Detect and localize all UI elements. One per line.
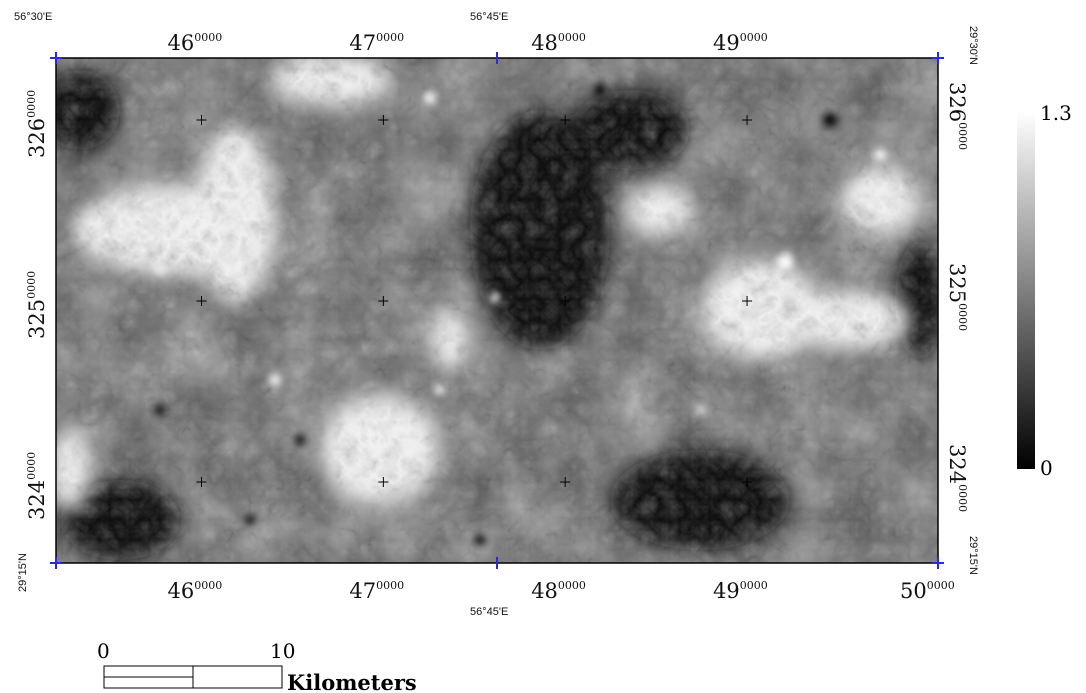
legend-color-ramp — [1017, 112, 1035, 469]
x-tick-bottom-1: 470000 — [349, 579, 404, 603]
x-tick-top-1: 470000 — [349, 31, 404, 55]
y-tick-right-1-main: 3250000 — [945, 263, 969, 331]
y-tick-right-2-main: 3240000 — [945, 444, 969, 512]
geo-label-top-left: 56°30'E — [14, 11, 52, 23]
y-tick-left-1: 3250000 — [25, 271, 49, 339]
raster-map — [56, 58, 938, 563]
x-tick-top-3: 490000 — [713, 31, 768, 55]
y-tick-left-1-main: 3250000 — [25, 271, 49, 339]
legend-max-label: 1.3 — [1040, 101, 1072, 125]
legend-min-label: 0 — [1040, 456, 1053, 480]
neatline-ticks — [50, 52, 944, 569]
x-tick-bottom-2-main: 480000 — [531, 579, 586, 603]
x-tick-top-0: 460000 — [167, 31, 222, 55]
x-ticks-bottom: 460000 470000 480000 490000 500000 — [167, 579, 954, 603]
y-tick-left-0: 3260000 — [25, 90, 49, 158]
scale-bar: 0 10 Kilometers — [97, 639, 417, 693]
x-tick-top-3-main: 490000 — [713, 31, 768, 55]
geo-label-top-mid: 56°45'E — [470, 11, 508, 23]
x-tick-bottom-1-main: 470000 — [349, 579, 404, 603]
y-tick-right-1: 3250000 — [945, 263, 969, 331]
y-tick-left-2: 3240000 — [25, 452, 49, 520]
y-tick-left-0-main: 3260000 — [25, 90, 49, 158]
geo-label-bottom-left: 29°15'N — [17, 553, 29, 592]
y-ticks-left: 3260000 3250000 3240000 — [25, 90, 49, 520]
geo-label-bottom-right: 29°15'N — [967, 536, 979, 575]
scale-start-label: 0 — [97, 639, 110, 663]
x-tick-bottom-last: 500000 — [900, 579, 955, 603]
x-tick-bottom-last-main: 500000 — [900, 579, 955, 603]
x-tick-bottom-0: 460000 — [167, 579, 222, 603]
geo-label-top-right: 29°30'N — [967, 26, 979, 65]
x-tick-top-1-main: 470000 — [349, 31, 404, 55]
x-ticks-top: 460000 470000 480000 490000 — [167, 31, 767, 55]
x-tick-bottom-3-main: 490000 — [713, 579, 768, 603]
y-tick-right-0: 3260000 — [945, 82, 969, 150]
x-tick-bottom-0-main: 460000 — [167, 579, 222, 603]
y-tick-left-2-main: 3240000 — [25, 452, 49, 520]
geo-label-bottom-mid: 56°45'E — [470, 606, 508, 618]
x-tick-top-2-main: 480000 — [531, 31, 586, 55]
grid-crosses — [196, 115, 753, 487]
x-tick-top-0-main: 460000 — [167, 31, 222, 55]
x-tick-bottom-3: 490000 — [713, 579, 768, 603]
y-tick-right-0-main: 3260000 — [945, 82, 969, 150]
scale-end-label: 10 — [270, 639, 295, 663]
y-tick-right-2: 3240000 — [945, 444, 969, 512]
scale-unit-label: Kilometers — [287, 670, 417, 693]
x-tick-top-2: 480000 — [531, 31, 586, 55]
x-tick-bottom-2: 480000 — [531, 579, 586, 603]
y-ticks-right: 3260000 3250000 3240000 — [945, 82, 969, 512]
